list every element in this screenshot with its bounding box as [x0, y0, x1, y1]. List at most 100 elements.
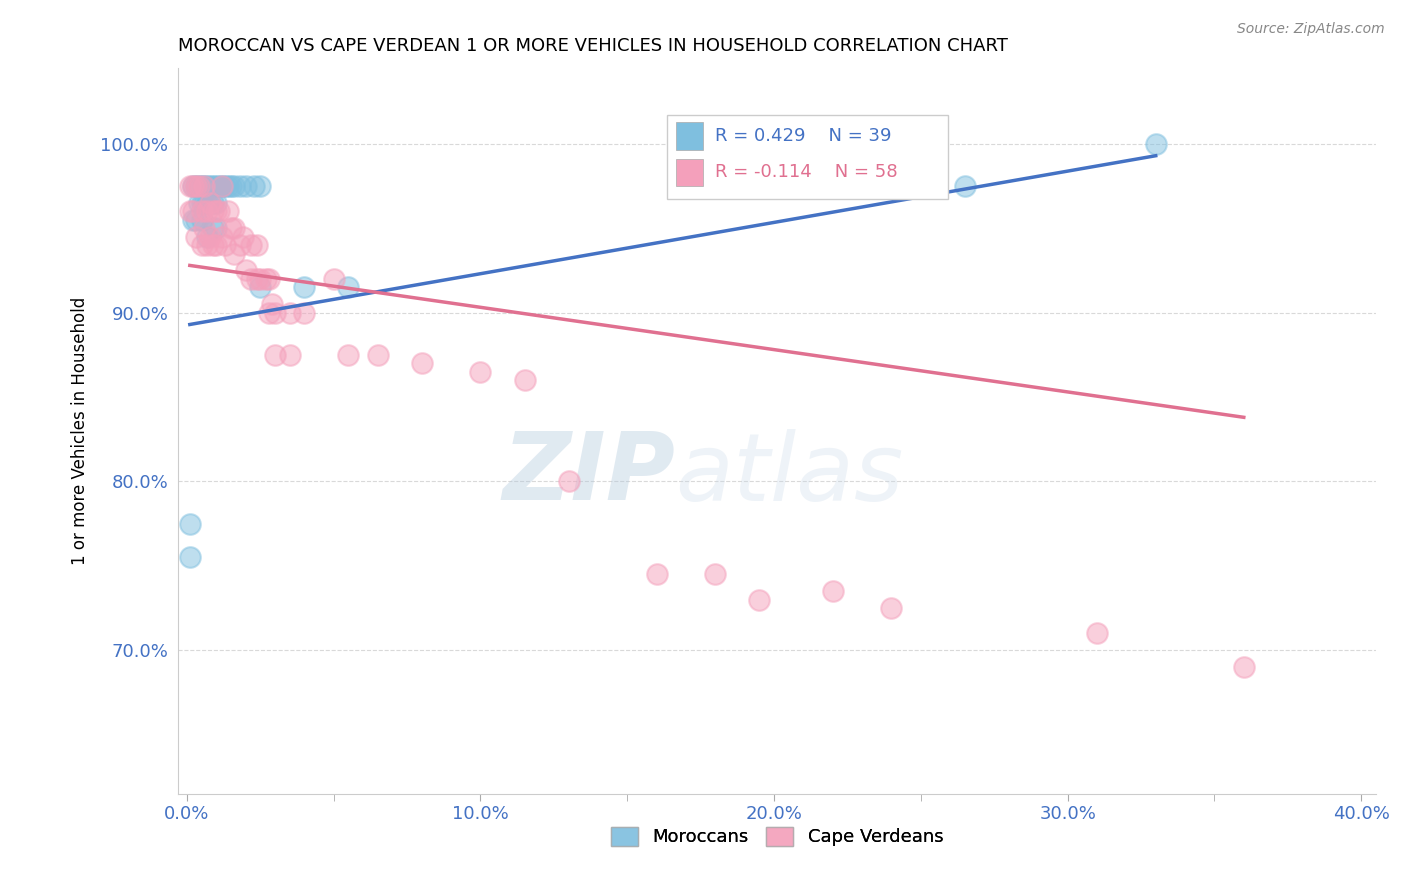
- Point: [219, 221, 242, 235]
- Point: [197, 196, 219, 211]
- Point: [748, 592, 770, 607]
- Point: [193, 196, 215, 211]
- Point: [246, 238, 269, 252]
- Point: [214, 179, 236, 194]
- Point: [257, 272, 280, 286]
- Bar: [666, 115, 948, 199]
- Point: [181, 212, 204, 227]
- Point: [179, 516, 201, 531]
- Point: [184, 212, 207, 227]
- Point: [1144, 136, 1167, 151]
- Point: [217, 179, 239, 194]
- Point: [205, 221, 228, 235]
- Point: [181, 179, 204, 194]
- Point: [264, 306, 287, 320]
- Point: [205, 204, 228, 219]
- Point: [278, 348, 301, 362]
- Point: [200, 229, 222, 244]
- Point: [1233, 660, 1256, 674]
- Legend: Moroccans, Cape Verdeans: Moroccans, Cape Verdeans: [603, 820, 950, 854]
- Point: [197, 179, 219, 194]
- Point: [557, 475, 579, 489]
- Point: [211, 179, 233, 194]
- Point: [222, 179, 245, 194]
- Point: [205, 196, 228, 211]
- Point: [187, 196, 209, 211]
- Point: [179, 204, 201, 219]
- Point: [235, 263, 257, 277]
- Point: [208, 179, 231, 194]
- Point: [205, 238, 228, 252]
- Point: [292, 306, 315, 320]
- Point: [190, 179, 212, 194]
- Point: [197, 204, 219, 219]
- Point: [184, 179, 207, 194]
- Point: [880, 601, 903, 615]
- Point: [513, 373, 536, 387]
- Point: [202, 196, 225, 211]
- Point: [211, 229, 233, 244]
- Text: Source: ZipAtlas.com: Source: ZipAtlas.com: [1237, 22, 1385, 37]
- Point: [197, 229, 219, 244]
- Point: [249, 280, 271, 294]
- Point: [222, 246, 245, 260]
- Point: [193, 221, 215, 235]
- Point: [249, 272, 271, 286]
- Point: [200, 179, 222, 194]
- Point: [243, 179, 266, 194]
- Point: [181, 179, 204, 194]
- Point: [704, 567, 727, 582]
- Point: [278, 306, 301, 320]
- Point: [222, 221, 245, 235]
- Point: [229, 179, 252, 194]
- Text: R = 0.429    N = 39: R = 0.429 N = 39: [714, 128, 891, 145]
- Point: [229, 238, 252, 252]
- Point: [193, 179, 215, 194]
- Point: [208, 204, 231, 219]
- Point: [337, 280, 360, 294]
- Point: [190, 212, 212, 227]
- Point: [202, 179, 225, 194]
- Point: [260, 297, 283, 311]
- Point: [202, 204, 225, 219]
- Bar: [676, 122, 703, 150]
- Point: [190, 204, 212, 219]
- Point: [202, 221, 225, 235]
- Point: [292, 280, 315, 294]
- Point: [1085, 626, 1108, 640]
- Bar: [676, 159, 703, 186]
- Point: [217, 204, 239, 219]
- Point: [193, 179, 215, 194]
- Point: [645, 567, 668, 582]
- Point: [254, 272, 277, 286]
- Point: [200, 196, 222, 211]
- Point: [953, 179, 976, 194]
- Point: [179, 179, 201, 194]
- Point: [214, 238, 236, 252]
- Point: [211, 179, 233, 194]
- Point: [197, 238, 219, 252]
- Point: [181, 204, 204, 219]
- Point: [411, 356, 433, 370]
- Point: [246, 272, 269, 286]
- Point: [232, 229, 254, 244]
- Y-axis label: 1 or more Vehicles in Household: 1 or more Vehicles in Household: [72, 297, 89, 565]
- Point: [821, 584, 844, 599]
- Point: [249, 179, 271, 194]
- Text: atlas: atlas: [675, 429, 904, 520]
- Point: [190, 238, 212, 252]
- Point: [205, 179, 228, 194]
- Point: [367, 348, 389, 362]
- Text: R = -0.114    N = 58: R = -0.114 N = 58: [714, 163, 897, 181]
- Text: MOROCCAN VS CAPE VERDEAN 1 OR MORE VEHICLES IN HOUSEHOLD CORRELATION CHART: MOROCCAN VS CAPE VERDEAN 1 OR MORE VEHIC…: [179, 37, 1008, 55]
- Point: [179, 550, 201, 565]
- Point: [184, 229, 207, 244]
- Point: [470, 365, 492, 379]
- Point: [235, 179, 257, 194]
- Point: [190, 196, 212, 211]
- Text: ZIP: ZIP: [502, 428, 675, 520]
- Point: [257, 306, 280, 320]
- Point: [200, 196, 222, 211]
- Point: [187, 179, 209, 194]
- Point: [219, 179, 242, 194]
